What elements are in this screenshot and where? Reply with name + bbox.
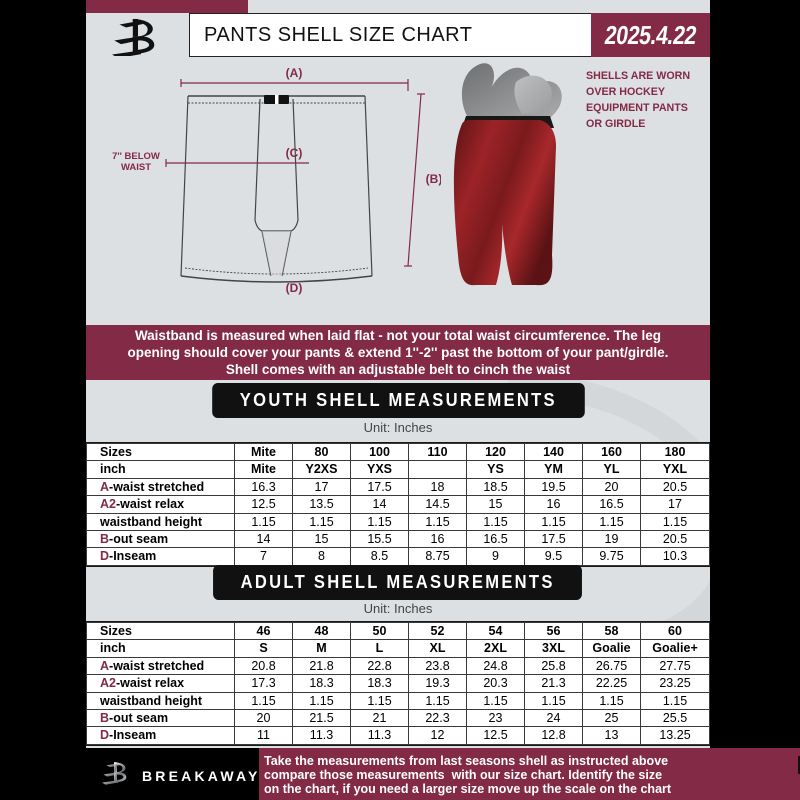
svg-text:(C): (C) xyxy=(286,146,303,160)
svg-text:(A): (A) xyxy=(286,68,303,80)
svg-text:(B): (B) xyxy=(426,172,441,186)
svg-text:7'' BELOW: 7'' BELOW xyxy=(112,151,160,162)
svg-text:(D): (D) xyxy=(286,281,303,295)
svg-text:WAIST: WAIST xyxy=(121,162,151,173)
